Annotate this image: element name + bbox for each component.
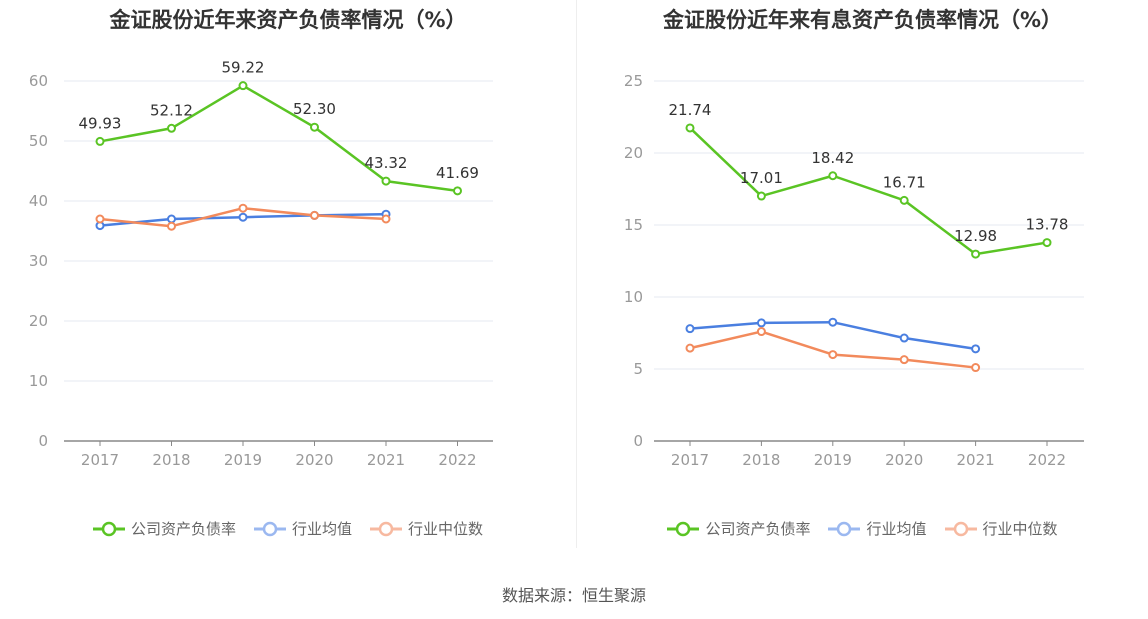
- y-tick-label: 10: [29, 372, 48, 390]
- data-point: [238, 81, 248, 91]
- panel-divider: [576, 0, 577, 548]
- data-point: [167, 221, 176, 231]
- data-point: [238, 212, 248, 222]
- series-line: [99, 84, 458, 193]
- data-label: 16.71: [883, 173, 926, 191]
- data-label: 17.01: [740, 169, 783, 187]
- data-point: [310, 122, 319, 132]
- data-label: 43.32: [365, 154, 408, 172]
- x-tick-label: 2019: [814, 451, 852, 469]
- data-point: [381, 214, 391, 224]
- x-tick-label: 2021: [957, 451, 995, 469]
- y-tick-label: 5: [633, 360, 643, 378]
- data-point: [971, 363, 981, 373]
- data-point: [899, 355, 909, 365]
- data-point: [685, 343, 695, 353]
- chart-debt-ratio: 金证股份近年来资产负债率情况（%） 0 10 20 30 40 50 60 2017 2018 2…: [0, 0, 576, 560]
- data-label: 49.93: [79, 114, 122, 132]
- x-tick-label: 2020: [295, 451, 333, 469]
- data-point: [899, 195, 909, 205]
- chart-title: 金证股份近年来资产负债率情况（%）: [109, 8, 467, 32]
- legend-label: 行业中位数: [982, 520, 1058, 538]
- legend-line-icon: [253, 521, 286, 536]
- data-point: [828, 171, 838, 181]
- data-point: [685, 324, 695, 334]
- legend-label: 行业均值: [291, 520, 352, 538]
- x-tick-label: 2020: [885, 451, 923, 469]
- data-point: [828, 317, 838, 327]
- x-tick-label: 2021: [367, 451, 405, 469]
- plot-area: 0 5 10 15 20 25 2017 2018 2019 2020 2021 2022 21.74 1…: [624, 72, 1084, 469]
- x-tick-label: 2019: [224, 451, 262, 469]
- y-tick-label: 15: [624, 216, 643, 234]
- y-tick-label: 25: [624, 72, 643, 90]
- data-label: 52.30: [293, 100, 336, 118]
- data-label: 59.22: [222, 59, 265, 77]
- y-tick-label: 40: [29, 192, 48, 210]
- legend-label: 公司资产负债率: [130, 520, 236, 538]
- data-point: [238, 203, 248, 213]
- data-point: [756, 318, 766, 328]
- data-point: [756, 327, 766, 337]
- data-point: [95, 136, 105, 146]
- data-point: [828, 350, 838, 360]
- x-tick-label: 2017: [671, 451, 709, 469]
- data-label: 21.74: [669, 101, 712, 119]
- legend-item-company[interactable]: 公司资产负债率: [667, 518, 810, 539]
- legend-label: 公司资产负债率: [705, 520, 811, 538]
- series-line: [689, 127, 1048, 256]
- legend-item-industry-median[interactable]: 行业中位数: [944, 518, 1058, 539]
- x-tick-label: 2018: [742, 451, 780, 469]
- legend: 公司资产负债率 行业均值 行业中位数: [577, 518, 1148, 539]
- data-label: 13.78: [1026, 216, 1069, 234]
- data-point: [95, 214, 105, 224]
- data-point: [381, 176, 391, 186]
- y-tick-label: 20: [29, 312, 48, 330]
- y-tick-label: 60: [29, 72, 48, 90]
- legend-item-industry-median[interactable]: 行业中位数: [370, 518, 483, 539]
- data-point: [899, 333, 909, 343]
- data-point: [167, 214, 176, 224]
- chart-title: 金证股份近年来有息资产负债率情况（%）: [662, 8, 1063, 32]
- y-tick-label: 10: [624, 288, 643, 306]
- data-label: 41.69: [436, 164, 479, 182]
- data-label: 18.42: [811, 149, 854, 167]
- x-tick-label: 2022: [438, 451, 476, 469]
- y-tick-label: 30: [29, 252, 48, 270]
- legend-label: 行业中位数: [408, 520, 484, 538]
- legend-line-icon: [370, 521, 402, 536]
- x-tick-label: 2018: [152, 451, 190, 469]
- data-label: 52.12: [150, 101, 193, 119]
- legend-label: 行业均值: [866, 520, 927, 538]
- data-point: [971, 249, 981, 259]
- legend: 公司资产负债率 行业均值 行业中位数: [0, 518, 576, 539]
- x-tick-label: 2022: [1028, 451, 1066, 469]
- y-tick-label: 0: [38, 432, 48, 450]
- data-point: [167, 123, 176, 133]
- data-point: [971, 344, 981, 354]
- y-tick-label: 20: [624, 144, 643, 162]
- legend-line-icon: [828, 521, 861, 536]
- legend-line-icon: [92, 521, 125, 536]
- y-tick-label: 0: [633, 432, 643, 450]
- data-source-note: 数据来源：恒生聚源: [501, 586, 646, 605]
- plot-area: 0 10 20 30 40 50 60 2017 2018 2019 2020 2021 2022 49.…: [29, 59, 493, 469]
- data-point: [310, 210, 319, 220]
- legend-item-industry-avg[interactable]: 行业均值: [828, 518, 927, 539]
- series-line: [689, 330, 976, 369]
- data-label: 12.98: [954, 227, 997, 245]
- legend-item-industry-avg[interactable]: 行业均值: [253, 518, 352, 539]
- data-point: [1042, 238, 1052, 248]
- chart-interest-bearing-debt-ratio: 金证股份近年来有息资产负债率情况（%） 0 5 10 15 20 25 2017 2018 20…: [577, 0, 1148, 560]
- y-tick-label: 50: [29, 132, 48, 150]
- x-tick-label: 2017: [81, 451, 119, 469]
- data-point: [453, 186, 462, 196]
- legend-line-icon: [667, 521, 700, 536]
- data-point: [756, 191, 766, 201]
- legend-item-company[interactable]: 公司资产负债率: [92, 518, 236, 539]
- legend-line-icon: [944, 521, 977, 536]
- data-point: [685, 123, 695, 133]
